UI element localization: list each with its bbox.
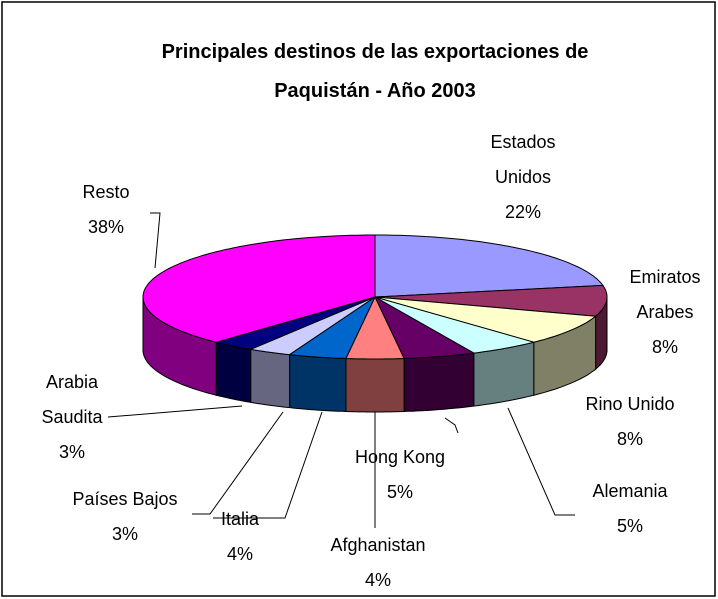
slice-top [374,296,597,343]
category-label: Hong Kong [355,447,445,467]
slice [142,234,376,396]
value-label: 5% [617,516,643,536]
slice [374,284,608,371]
slice-side [345,357,405,413]
data-label: Alemania 5% [592,481,668,536]
value-label: 8% [652,337,678,357]
leader-line [150,212,161,269]
leader-line [192,411,284,515]
category-label: Emiratos Arabes [629,267,700,322]
data-label: Rino Unido 8% [585,394,674,449]
slice-side [289,354,347,413]
slice-top [374,284,608,317]
data-label: Estados Unidos 22% [490,132,555,222]
category-label: Afghanistan [330,535,425,555]
value-label: 4% [365,570,391,590]
slice [373,295,476,413]
category-label: Resto [82,182,129,202]
value-label: 22% [505,202,541,222]
category-label: Italia [221,509,260,529]
value-label: 8% [617,429,643,449]
slice-top [373,295,476,360]
chart-title: Principales destinos de las exportacione… [162,41,589,102]
data-label: Resto 38% [82,182,129,237]
value-label: 5% [387,482,413,502]
data-label: Países Bajos 3% [72,489,177,544]
slice-top [288,295,377,360]
slice [374,296,536,407]
category-label: Rino Unido [585,394,674,414]
slice [374,234,604,298]
slice-side [250,348,291,409]
slice-top [345,295,405,360]
slice-side [215,341,252,403]
slice-top [142,234,376,343]
category-label: Estados Unidos [490,132,555,187]
data-label: Hong Kong 5% [355,447,445,502]
value-label: 3% [112,524,138,544]
data-label: Arabia Saudita 3% [41,372,103,462]
leader-line [107,405,243,418]
category-label: Países Bajos [72,489,177,509]
leader-line [213,411,323,519]
slice [248,296,376,409]
slice-top [214,296,376,350]
slice-side [403,352,475,413]
value-label: 3% [59,442,85,462]
leader-line [507,407,575,516]
value-label: 4% [227,544,253,564]
category-label: Arabia Saudita [41,372,103,427]
data-label: Afghanistan 4% [330,535,425,590]
data-label: Italia 4% [221,509,260,564]
slice-top [374,234,604,298]
slice-top [248,296,376,356]
slice [288,295,377,413]
category-label: Alemania [592,481,668,501]
value-label: 38% [88,217,124,237]
slice-top [374,296,536,354]
slice [345,295,405,413]
data-label: Emiratos Arabes 8% [629,267,700,357]
leader-line [444,417,459,434]
